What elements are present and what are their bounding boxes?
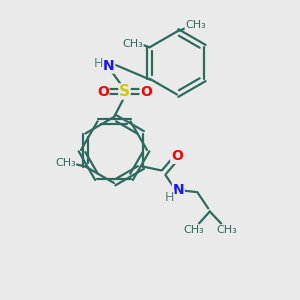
Text: O: O [171, 149, 183, 163]
Text: CH₃: CH₃ [216, 225, 237, 235]
Text: O: O [97, 85, 109, 98]
Text: O: O [140, 85, 152, 98]
Text: CH₃: CH₃ [184, 225, 204, 235]
Text: N: N [103, 59, 115, 73]
Text: H: H [165, 190, 174, 204]
Text: CH₃: CH₃ [55, 158, 76, 169]
Text: N: N [172, 183, 184, 197]
Text: CH₃: CH₃ [122, 39, 143, 49]
Text: CH₃: CH₃ [185, 20, 206, 30]
Text: H: H [94, 57, 103, 70]
Text: S: S [119, 84, 130, 99]
